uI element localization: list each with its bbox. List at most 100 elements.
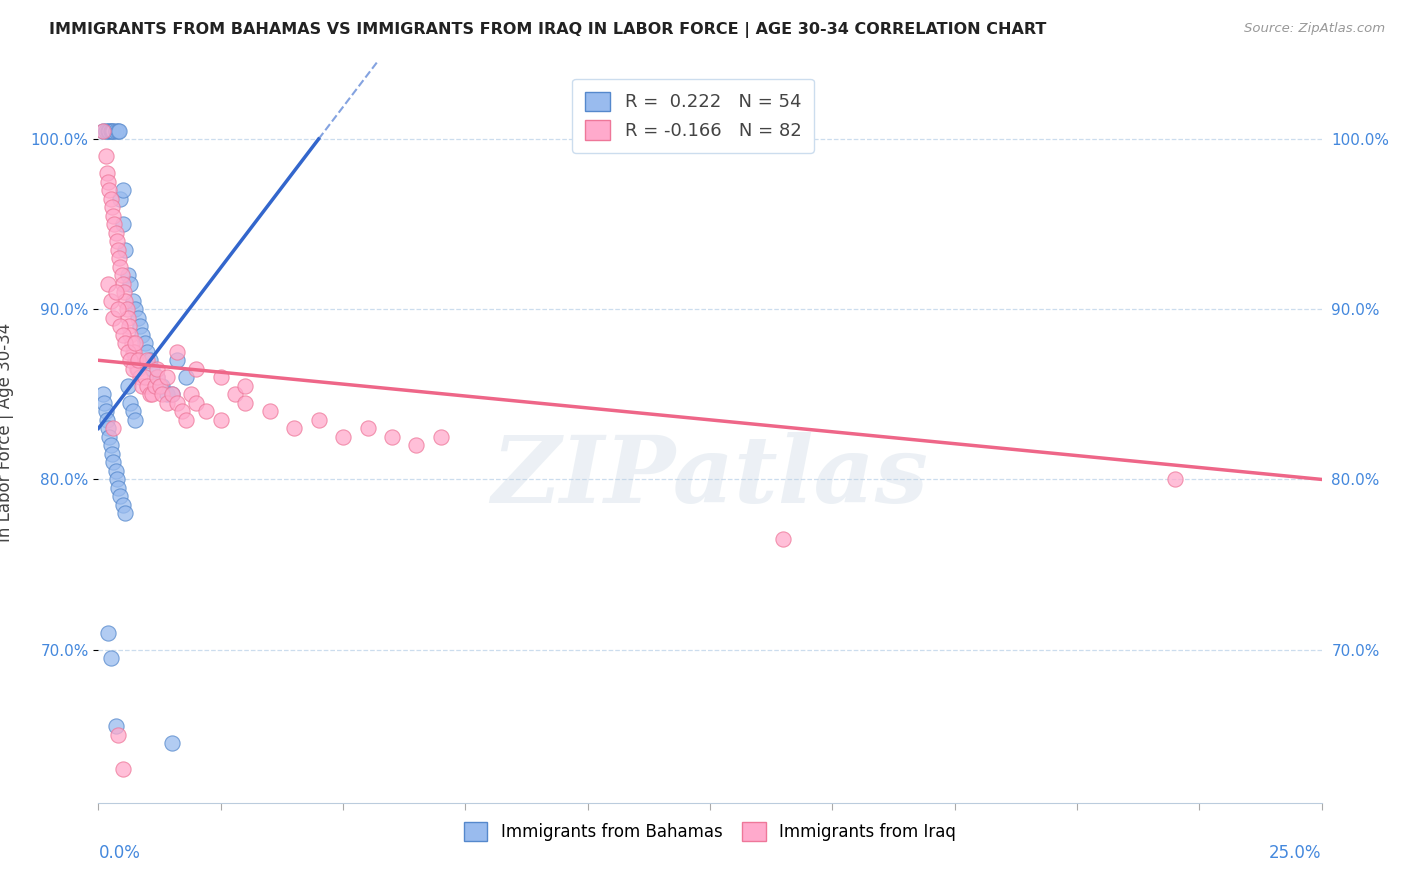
Point — [146, 361, 169, 376]
Point — [124, 302, 146, 317]
Point — [98, 183, 121, 197]
Point — [118, 319, 141, 334]
Point — [96, 413, 118, 427]
Point — [104, 719, 127, 733]
Point — [101, 447, 124, 461]
Point — [356, 421, 378, 435]
Point — [94, 404, 117, 418]
Point — [112, 285, 135, 300]
Point — [100, 438, 122, 452]
Point — [120, 353, 142, 368]
Point — [97, 625, 120, 640]
Point — [136, 353, 159, 368]
Point — [100, 123, 122, 137]
Point — [146, 370, 169, 384]
Point — [129, 370, 152, 384]
Point — [111, 268, 134, 283]
Point — [143, 379, 166, 393]
Point — [107, 243, 129, 257]
Point — [166, 353, 188, 368]
Point — [124, 336, 146, 351]
Point — [156, 370, 179, 384]
Point — [125, 361, 148, 376]
Point — [121, 344, 143, 359]
Point — [134, 370, 156, 384]
Point — [101, 310, 124, 325]
Point — [121, 293, 143, 308]
Point — [127, 310, 149, 325]
Point — [101, 200, 124, 214]
Point — [141, 387, 163, 401]
Point — [131, 379, 153, 393]
Point — [160, 387, 183, 401]
Point — [146, 370, 169, 384]
Point — [110, 192, 132, 206]
Point — [120, 327, 142, 342]
Point — [121, 361, 143, 376]
Point — [91, 387, 114, 401]
Point — [110, 319, 132, 334]
Point — [108, 251, 131, 265]
Point — [101, 421, 124, 435]
Point — [107, 481, 129, 495]
Point — [101, 123, 124, 137]
Y-axis label: In Labor Force | Age 30-34: In Labor Force | Age 30-34 — [0, 323, 14, 542]
Point — [127, 353, 149, 368]
Point — [150, 379, 173, 393]
Point — [176, 370, 198, 384]
Point — [114, 293, 136, 308]
Point — [120, 277, 142, 291]
Point — [160, 736, 183, 750]
Point — [209, 370, 232, 384]
Point — [160, 387, 183, 401]
Point — [111, 327, 134, 342]
Point — [107, 302, 129, 317]
Point — [233, 396, 256, 410]
Text: 25.0%: 25.0% — [1270, 844, 1322, 862]
Point — [94, 149, 117, 163]
Point — [100, 651, 122, 665]
Point — [124, 353, 146, 368]
Text: ZIPatlas: ZIPatlas — [492, 432, 928, 522]
Point — [124, 413, 146, 427]
Point — [259, 404, 281, 418]
Point — [186, 396, 208, 410]
Point — [176, 413, 198, 427]
Point — [104, 123, 127, 137]
Point — [405, 438, 427, 452]
Point — [308, 413, 330, 427]
Point — [104, 285, 127, 300]
Point — [121, 336, 143, 351]
Point — [104, 464, 127, 478]
Point — [110, 260, 132, 274]
Point — [150, 387, 173, 401]
Point — [114, 243, 136, 257]
Point — [101, 123, 124, 137]
Point — [117, 344, 139, 359]
Point — [127, 361, 149, 376]
Point — [166, 396, 188, 410]
Point — [94, 123, 117, 137]
Point — [97, 123, 120, 137]
Point — [156, 396, 179, 410]
Point — [180, 387, 202, 401]
Point — [107, 123, 129, 137]
Point — [166, 344, 188, 359]
Point — [111, 498, 134, 512]
Point — [332, 430, 354, 444]
Point — [105, 472, 128, 486]
Point — [136, 379, 159, 393]
Text: 0.0%: 0.0% — [98, 844, 141, 862]
Point — [103, 217, 125, 231]
Point — [121, 404, 143, 418]
Point — [91, 123, 114, 137]
Point — [149, 379, 172, 393]
Point — [98, 123, 121, 137]
Point — [136, 344, 159, 359]
Point — [186, 361, 208, 376]
Point — [381, 430, 404, 444]
Point — [91, 123, 114, 137]
Point — [97, 175, 120, 189]
Point — [209, 413, 232, 427]
Point — [195, 404, 218, 418]
